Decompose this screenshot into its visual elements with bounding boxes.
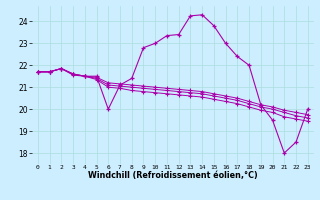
X-axis label: Windchill (Refroidissement éolien,°C): Windchill (Refroidissement éolien,°C) [88,171,258,180]
